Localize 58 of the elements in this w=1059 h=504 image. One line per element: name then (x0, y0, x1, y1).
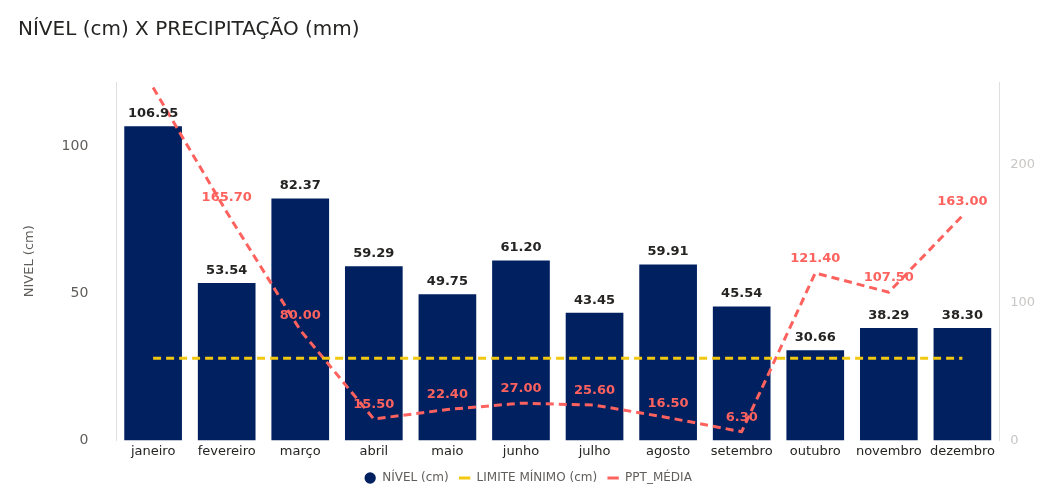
data-label: 121.40 (790, 249, 841, 265)
data-label: 25.60 (573, 381, 616, 397)
y2-tick-label: 0 (1010, 431, 1019, 447)
data-label: 38.30 (941, 306, 983, 322)
chart-title: NÍVEL (cm) X PRECIPITAÇÃO (mm) (18, 16, 360, 41)
bar (786, 350, 845, 441)
data-label: 15.50 (353, 395, 395, 411)
data-label: 53.54 (206, 261, 248, 277)
bar (933, 327, 992, 441)
legend-label: PPT_MÉDIA (625, 469, 693, 485)
data-label: 106.95 (128, 105, 179, 121)
data-label: 22.40 (426, 386, 468, 402)
x-tick-label: maio (431, 442, 464, 458)
data-label: 38.29 (868, 306, 910, 322)
bar (271, 198, 330, 441)
x-tick-label: julho (577, 442, 611, 458)
y-tick-label: 0 (79, 431, 89, 448)
x-tick-label: dezembro (929, 442, 995, 458)
bar (197, 283, 256, 441)
data-label: 61.20 (500, 239, 542, 255)
data-label: 45.54 (721, 285, 763, 301)
data-label: 80.00 (279, 307, 321, 322)
y-axis-title: NIVEL (cm) (21, 225, 37, 298)
x-tick-label: abril (359, 442, 389, 458)
data-label: 163.00 (937, 192, 988, 208)
data-label: 6.30 (725, 408, 758, 424)
data-label: 43.45 (573, 291, 616, 307)
legend-label: NÍVEL (cm) (382, 469, 449, 485)
legend-label: LIMITE MÍNIMO (cm) (476, 469, 598, 485)
y2-tick-label: 100 (1010, 293, 1036, 309)
bar (712, 306, 771, 441)
y-tick-label: 100 (61, 137, 89, 154)
x-tick-label: outubro (789, 442, 841, 458)
x-tick-label: janeiro (129, 442, 176, 458)
x-tick-label: fevereiro (197, 442, 256, 458)
data-label: 59.91 (647, 243, 689, 259)
x-tick-label: junho (501, 442, 540, 458)
data-label: 82.37 (279, 177, 321, 193)
data-label: 59.29 (353, 245, 395, 261)
bar (124, 126, 182, 441)
data-label: 30.66 (794, 329, 836, 345)
data-label: 27.00 (500, 380, 542, 396)
bar (344, 266, 403, 441)
bar (418, 294, 477, 441)
data-label: 49.75 (426, 273, 468, 289)
data-label: 107.50 (863, 269, 914, 285)
x-tick-label: setembro (710, 442, 773, 458)
y2-tick-label: 200 (1010, 156, 1036, 172)
bar (565, 312, 624, 441)
bar (639, 264, 697, 441)
x-tick-label: março (279, 442, 321, 458)
data-label: 16.50 (647, 394, 689, 410)
x-tick-label: novembro (855, 442, 922, 458)
data-label: 165.70 (201, 188, 252, 204)
y-tick-label: 50 (70, 284, 89, 301)
x-tick-label: agosto (646, 442, 691, 458)
bar (492, 260, 550, 441)
bar (859, 327, 918, 441)
